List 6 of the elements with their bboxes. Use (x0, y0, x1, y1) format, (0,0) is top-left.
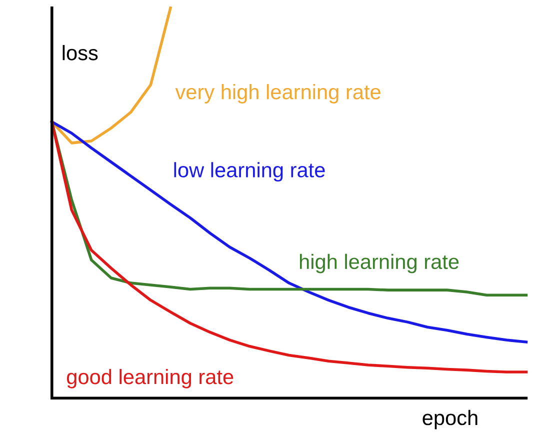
series-label: good learning rate (67, 368, 234, 388)
series-label: low learning rate (174, 162, 325, 182)
x-axis-title: epoch (422, 410, 478, 430)
y-axis-title: loss (62, 45, 98, 60)
series-label: high learning rate (300, 254, 459, 274)
series-label: very high learning rate (175, 84, 380, 104)
